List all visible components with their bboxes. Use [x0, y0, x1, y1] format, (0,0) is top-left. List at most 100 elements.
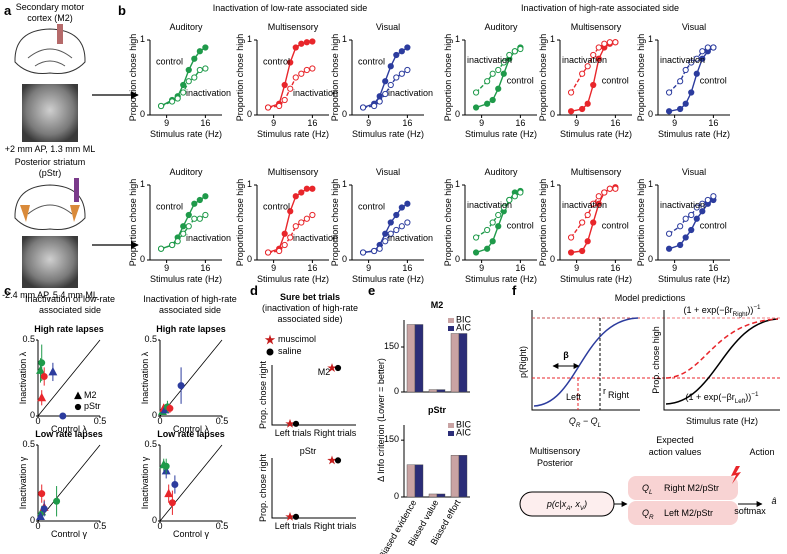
point: [264, 249, 272, 256]
point: [710, 193, 717, 200]
legend-label: muscimol: [278, 334, 316, 344]
point: [665, 245, 673, 252]
brain-schematic-pstr: [14, 178, 86, 230]
y-tick-label: 0: [247, 109, 252, 119]
y-tick-label: 1: [247, 179, 252, 189]
y-tick-label: 0: [648, 254, 653, 264]
panel-label: d: [250, 283, 258, 298]
point: [693, 215, 700, 222]
bar: [406, 464, 416, 498]
plot-title: Model predictions: [615, 293, 686, 303]
series-line: [570, 41, 616, 93]
x-axis-label: Stimulus rate (Hz): [465, 129, 537, 139]
point: [157, 102, 165, 110]
y-axis-label: Inactivation λ: [140, 351, 150, 404]
point: [264, 104, 272, 111]
y-axis-label: Proportion chose high: [330, 179, 340, 267]
formula: â: [771, 496, 776, 506]
y-axis-label: Proportion chose high: [330, 34, 340, 122]
point: [59, 412, 67, 420]
identity-line: [159, 339, 223, 417]
point: [590, 200, 597, 207]
point: [164, 488, 174, 498]
point: [693, 55, 700, 62]
point: [612, 185, 619, 192]
point: [359, 249, 367, 256]
plot-title: Auditory: [484, 167, 518, 177]
y-tick-label: 1: [550, 179, 555, 189]
panel-header: Inactivation of high-rate associated sid…: [521, 3, 679, 13]
point: [74, 391, 82, 400]
point: [601, 189, 608, 196]
y-axis-label: Proportion chose high: [538, 179, 548, 267]
point: [202, 44, 209, 51]
point: [404, 200, 411, 207]
point: [180, 81, 187, 89]
point: [309, 185, 316, 192]
diagram-label: action values: [649, 447, 702, 457]
point: [281, 230, 288, 237]
point: [303, 66, 310, 74]
region-name: Secondary motor: [16, 2, 85, 12]
point: [484, 78, 491, 85]
point: [665, 230, 673, 237]
point: [196, 196, 203, 204]
formula: QR: [642, 508, 654, 521]
x-tick-label: 0: [35, 416, 40, 426]
series-label: inactivation: [186, 233, 231, 243]
series-label: inactivation: [293, 233, 338, 243]
y-tick-label: 0: [342, 109, 347, 119]
point: [180, 89, 187, 96]
series-label: inactivation: [660, 200, 705, 210]
legend-swatch: [448, 318, 454, 323]
y-tick-label: 0.5: [22, 334, 35, 344]
y-axis-label: Proportion chose high: [443, 179, 453, 267]
point: [292, 193, 299, 200]
point: [677, 78, 684, 85]
y-axis-label: Prop. chose right: [258, 360, 268, 429]
y-tick-label: 0: [30, 515, 35, 525]
bar: [414, 324, 424, 393]
bar: [436, 389, 446, 393]
region-name: (pStr): [39, 168, 62, 178]
bar: [428, 493, 438, 498]
point: [298, 189, 305, 196]
point: [677, 223, 684, 230]
panel-header: Inactivation of low-rate associated side: [213, 3, 368, 13]
point: [590, 81, 597, 89]
y-tick-label: 0: [550, 254, 555, 264]
diagram-label: Left M2/pStr: [664, 508, 713, 518]
y-axis-label: Inactivation λ: [18, 351, 28, 404]
bar: [450, 333, 460, 393]
point: [404, 219, 411, 226]
plot-title: Multisensory: [268, 167, 319, 177]
point: [196, 48, 203, 55]
x-tick-label: 0: [157, 521, 162, 531]
series-label: control: [507, 221, 534, 231]
x-axis-label: Control λ: [51, 424, 88, 434]
point: [309, 211, 316, 219]
point: [303, 39, 310, 46]
point: [584, 238, 591, 245]
point: [382, 78, 389, 85]
point: [36, 511, 45, 520]
point: [202, 211, 209, 219]
point: [688, 89, 695, 96]
point: [40, 372, 48, 380]
diagram-label: Right M2/pStr: [664, 483, 719, 493]
point: [495, 85, 502, 92]
series-label: inactivation: [467, 55, 512, 65]
y-axis-label: Proportion chose high: [235, 179, 245, 267]
point: [489, 238, 496, 245]
x-tick-label: 16: [307, 118, 317, 128]
point: [309, 38, 316, 45]
plot-title: Multisensory: [571, 22, 622, 32]
bar: [406, 324, 416, 393]
panel-label: c: [4, 283, 11, 298]
point: [334, 364, 342, 372]
diagram-label: Action: [749, 447, 774, 457]
point: [484, 245, 491, 252]
point: [185, 78, 192, 85]
panel-header: associated side: [159, 305, 221, 315]
series-label: inactivation: [186, 88, 231, 98]
